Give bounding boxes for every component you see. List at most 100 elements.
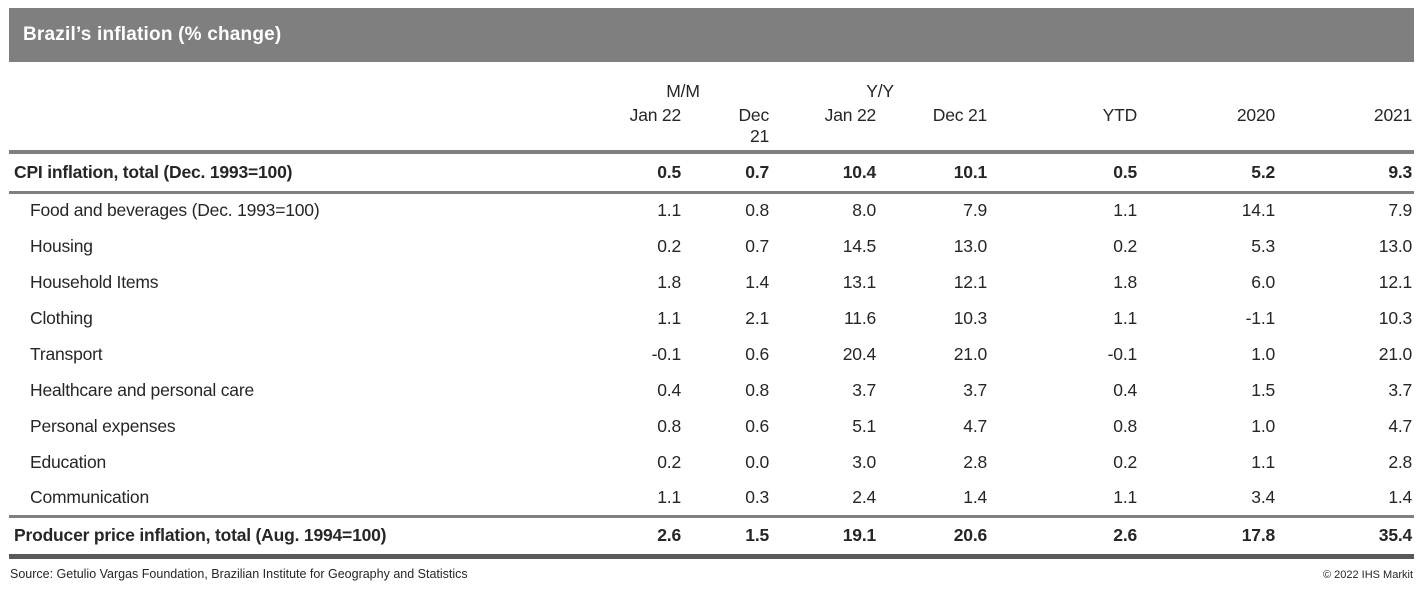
column-header-yy-jan22: Jan 22: [771, 102, 879, 154]
table-row: Communication 1.1 0.3 2.4 1.4 1.1 3.4 1.…: [9, 480, 1414, 516]
cell-yy-jan22: 8.0: [852, 200, 877, 221]
cell-yy-jan22: 10.4: [771, 152, 879, 194]
table-body: CPI inflation, total (Dec. 1993=100) 0.5…: [9, 152, 1415, 559]
column-group-spacer: [989, 72, 1414, 102]
cell-mm-dec21: 1.5: [683, 514, 772, 559]
cell-mm-jan22: 1.8: [657, 271, 681, 292]
table-footer: Source: Getulio Vargas Foundation, Brazi…: [9, 567, 1414, 581]
cell-ytd: -0.1: [1107, 343, 1138, 364]
table-row: Education 0.2 0.0 3.0 2.8 0.2 1.1 2.8: [9, 444, 1414, 480]
table-row: Personal expenses 0.8 0.6 5.1 4.7 0.8 1.…: [9, 408, 1414, 444]
cell-yy-jan22: 2.4: [852, 486, 877, 507]
title-bar: Brazil’s inflation (% change): [9, 8, 1414, 62]
cell-mm-dec21: 0.8: [745, 200, 770, 221]
cell-yy-jan22: 14.5: [842, 235, 877, 256]
inflation-report: Brazil’s inflation (% change) M/M Y/Y Ja…: [9, 8, 1415, 581]
column-group-yy: Y/Y: [866, 81, 894, 101]
column-header-mm-dec21: Dec 21: [683, 102, 772, 154]
cell-mm-dec21: 0.0: [745, 451, 770, 472]
column-header-row: Jan 22 Dec 21 Jan 22 Dec 21 YTD 2020 202…: [9, 102, 1415, 154]
cell-2020: -1.1: [1245, 307, 1276, 328]
cell-ytd: 0.4: [1113, 379, 1138, 400]
cell-mm-jan22: 1.1: [657, 486, 681, 507]
row-label: Household Items: [30, 271, 159, 292]
cell-mm-dec21: 0.3: [745, 486, 770, 507]
table-row: Transport -0.1 0.6 20.4 21.0 -0.1 1.0 21…: [9, 336, 1414, 372]
label-column-spacer: [9, 72, 595, 102]
cell-2020: 1.1: [1251, 451, 1276, 472]
cell-ytd: 1.8: [1113, 271, 1138, 292]
copyright-note: © 2022 IHS Markit: [1322, 568, 1413, 581]
cell-mm-jan22: 2.6: [595, 514, 683, 559]
cell-ytd: 0.8: [1113, 415, 1138, 436]
cell-mm-jan22: 1.1: [657, 307, 681, 328]
cell-mm-jan22: 0.2: [657, 451, 681, 472]
cell-ytd: 1.1: [1113, 486, 1138, 507]
cell-ytd: 0.2: [1113, 235, 1138, 256]
cell-yy-dec21: 4.7: [963, 415, 988, 436]
cell-yy-jan22: 3.7: [852, 379, 877, 400]
cell-2020: 5.2: [1139, 152, 1278, 194]
cell-yy-jan22: 20.4: [842, 343, 877, 364]
cell-2020: 3.4: [1251, 486, 1276, 507]
row-label: Healthcare and personal care: [30, 379, 254, 400]
cell-2020: 1.0: [1251, 415, 1276, 436]
row-label: Food and beverages (Dec. 1993=100): [30, 200, 320, 221]
row-label: Producer price inflation, total (Aug. 19…: [9, 514, 595, 559]
table-header: M/M Y/Y Jan 22 Dec 21 Jan 22 Dec 21 YTD …: [9, 72, 1415, 154]
cell-mm-jan22: 0.2: [657, 235, 681, 256]
column-group-mm: M/M: [666, 81, 700, 101]
cell-mm-dec21: 2.1: [745, 307, 770, 328]
table-row: Producer price inflation, total (Aug. 19…: [9, 514, 1415, 559]
cell-2021: 2.8: [1388, 451, 1413, 472]
cell-yy-dec21: 13.0: [953, 235, 988, 256]
cell-ytd: 1.1: [1113, 200, 1138, 221]
cell-mm-dec21: 1.4: [745, 271, 770, 292]
cell-yy-dec21: 3.7: [963, 379, 988, 400]
label-column-header: [9, 102, 595, 154]
column-header-mm-jan22: Jan 22: [595, 102, 683, 154]
row-label: Transport: [30, 343, 103, 364]
table-row: Clothing 1.1 2.1 11.6 10.3 1.1 -1.1 10.3: [9, 300, 1414, 336]
cell-2020: 14.1: [1241, 200, 1276, 221]
row-label: Communication: [30, 486, 149, 507]
row-label: Clothing: [30, 307, 93, 328]
cell-2021: 3.7: [1388, 379, 1413, 400]
cell-yy-dec21: 10.1: [878, 152, 990, 194]
column-header-yy-dec21: Dec 21: [878, 102, 990, 154]
column-header-2020: 2020: [1139, 102, 1278, 154]
cell-2021: 4.7: [1388, 415, 1413, 436]
cell-yy-dec21: 12.1: [953, 271, 988, 292]
cell-2021: 10.3: [1378, 307, 1413, 328]
row-label: Housing: [30, 235, 93, 256]
page-title: Brazil’s inflation (% change): [23, 24, 282, 45]
source-note: Source: Getulio Vargas Foundation, Brazi…: [10, 566, 468, 581]
cell-yy-dec21: 1.4: [963, 486, 988, 507]
cell-2020: 17.8: [1139, 514, 1278, 559]
column-header-ytd: YTD: [989, 102, 1140, 154]
cell-2021: 13.0: [1378, 235, 1413, 256]
column-header-2021: 2021: [1277, 102, 1415, 154]
cell-ytd: 1.1: [1113, 307, 1138, 328]
cell-mm-jan22: 0.8: [657, 415, 681, 436]
cell-yy-jan22: 11.6: [844, 307, 877, 328]
cell-yy-jan22: 3.0: [852, 451, 877, 472]
cell-mm-dec21: 0.6: [745, 343, 770, 364]
cell-ytd: 2.6: [989, 514, 1140, 559]
cell-mm-dec21: 0.7: [745, 235, 770, 256]
table-row: CPI inflation, total (Dec. 1993=100) 0.5…: [9, 152, 1415, 194]
cell-ytd: 0.5: [989, 152, 1140, 194]
cell-2021: 7.9: [1388, 200, 1413, 221]
cell-yy-jan22: 19.1: [771, 514, 879, 559]
row-label: CPI inflation, total (Dec. 1993=100): [9, 152, 595, 194]
cell-2020: 6.0: [1251, 271, 1276, 292]
row-label: Personal expenses: [30, 415, 176, 436]
cell-mm-dec21: 0.8: [745, 379, 770, 400]
table-row: Household Items 1.8 1.4 13.1 12.1 1.8 6.…: [9, 264, 1414, 300]
table-row: Healthcare and personal care 0.4 0.8 3.7…: [9, 372, 1414, 408]
cell-2021: 35.4: [1277, 514, 1415, 559]
cell-ytd: 0.2: [1113, 451, 1138, 472]
table-row: Food and beverages (Dec. 1993=100) 1.1 0…: [9, 192, 1414, 228]
cell-mm-dec21: 0.6: [745, 415, 770, 436]
cell-yy-jan22: 5.1: [852, 415, 877, 436]
